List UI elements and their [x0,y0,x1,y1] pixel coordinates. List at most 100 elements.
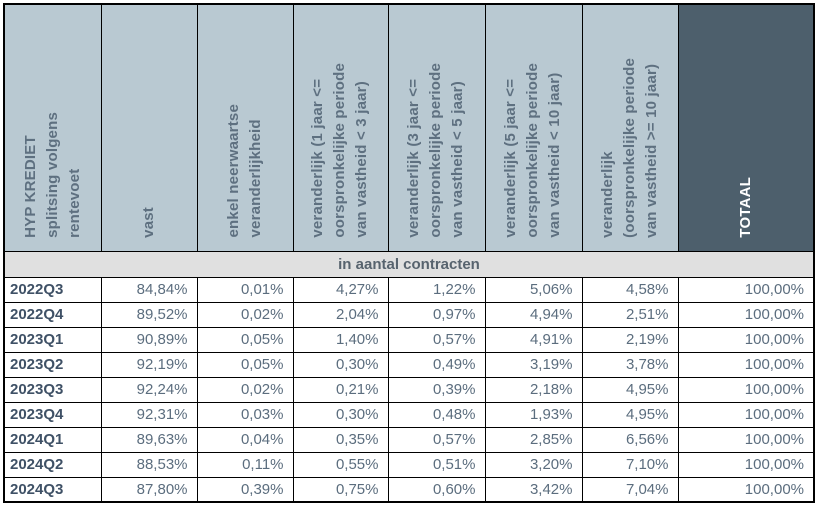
cell-value: 88,53% [100,451,198,478]
header-vast-label: vast [139,206,157,238]
cell-value: 87,80% [100,476,198,503]
cell-value: 4,95% [581,376,679,403]
table-row: 2024Q1 89,63% 0,04% 0,35% 0,57% 2,85% 6,56% 100… [3,426,815,453]
cell-value: 89,52% [100,301,198,328]
header-vast: vast [100,3,198,252]
header-totaal-label: TOTAAL [736,176,754,238]
row-period-label: 2023Q3 [3,376,102,403]
cell-value: 92,24% [100,376,198,403]
cell-value: 0,55% [292,451,389,478]
cell-value: 0,02% [196,301,294,328]
header-veranderlijk-5-10: veranderlijk (5 jaar <= oorspronkelijke … [484,3,583,252]
cell-totaal-value: 100,00% [677,351,815,378]
cell-totaal-value: 100,00% [677,451,815,478]
cell-value: 0,03% [196,401,294,428]
cell-value: 92,19% [100,351,198,378]
cell-value: 0,04% [196,426,294,453]
cell-value: 0,01% [196,276,294,303]
cell-value: 0,11% [196,451,294,478]
cell-value: 7,04% [581,476,679,503]
cell-value: 4,94% [484,301,583,328]
cell-value: 6,56% [581,426,679,453]
header-veranderlijk-1-3: veranderlijk (1 jaar <= oorspronkelijke … [292,3,389,252]
cell-value: 0,57% [387,326,486,353]
cell-value: 0,30% [292,351,389,378]
row-period-label: 2023Q4 [3,401,102,428]
table-title: HYP KREDIET splitsing volgens rentevoet [21,111,83,238]
table-row: 2023Q2 92,19% 0,05% 0,30% 0,49% 3,19% 3,78% 100… [3,351,815,378]
table-row: 2023Q3 92,24% 0,02% 0,21% 0,39% 2,18% 4,95% 100… [3,376,815,403]
cell-value: 7,10% [581,451,679,478]
cell-value: 89,63% [100,426,198,453]
table-row: 2022Q4 89,52% 0,02% 2,04% 0,97% 4,94% 2,51% 100… [3,301,815,328]
header-veranderlijk-1-3-label: veranderlijk (1 jaar <= oorspronkelijke … [309,62,371,238]
table-row: 2022Q3 84,84% 0,01% 4,27% 1,22% 5,06% 4,58% 100… [3,276,815,303]
cell-value: 2,18% [484,376,583,403]
cell-value: 0,35% [292,426,389,453]
row-period-label: 2022Q3 [3,276,102,303]
row-period-label: 2024Q2 [3,451,102,478]
table-row: 2023Q4 92,31% 0,03% 0,30% 0,48% 1,93% 4,95% 100… [3,401,815,428]
cell-value: 0,49% [387,351,486,378]
cell-value: 0,30% [292,401,389,428]
cell-value: 5,06% [484,276,583,303]
row-period-label: 2023Q2 [3,351,102,378]
header-veranderlijk-10plus: veranderlijk (oorspronkelijke periode va… [581,3,679,252]
cell-value: 0,02% [196,376,294,403]
row-period-label: 2024Q1 [3,426,102,453]
hyp-krediet-table: HYP KREDIET splitsing volgens rentevoet … [3,3,815,503]
cell-value: 2,85% [484,426,583,453]
cell-value: 4,91% [484,326,583,353]
table-row: 2024Q3 87,80% 0,39% 0,75% 0,60% 3,42% 7,04% 100… [3,476,815,503]
header-title-cell: HYP KREDIET splitsing volgens rentevoet [3,3,102,252]
cell-value: 2,19% [581,326,679,353]
row-period-label: 2022Q4 [3,301,102,328]
header-veranderlijk-10plus-label: veranderlijk (oorspronkelijke periode va… [598,57,661,238]
unit-band-label: in aantal contracten [3,250,815,278]
cell-value: 0,39% [387,376,486,403]
cell-value: 0,39% [196,476,294,503]
cell-value: 0,05% [196,326,294,353]
cell-value: 4,27% [292,276,389,303]
cell-value: 3,20% [484,451,583,478]
header-row: HYP KREDIET splitsing volgens rentevoet … [3,3,815,252]
header-enkel-neerwaarts: enkel neerwaartse veranderlijkheid [196,3,294,252]
cell-value: 84,84% [100,276,198,303]
cell-value: 3,78% [581,351,679,378]
cell-value: 0,05% [196,351,294,378]
cell-value: 90,89% [100,326,198,353]
cell-value: 0,60% [387,476,486,503]
table-body: in aantal contracten 2022Q3 84,84% 0,01% 4,… [3,250,815,503]
cell-value: 0,48% [387,401,486,428]
cell-value: 1,93% [484,401,583,428]
cell-value: 3,19% [484,351,583,378]
table-row: 2024Q2 88,53% 0,11% 0,55% 0,51% 3,20% 7,10% 100… [3,451,815,478]
cell-totaal-value: 100,00% [677,326,815,353]
header-veranderlijk-5-10-label: veranderlijk (5 jaar <= oorspronkelijke … [502,62,564,238]
cell-totaal-value: 100,00% [677,476,815,503]
header-enkel-neerwaarts-label: enkel neerwaartse veranderlijkheid [224,104,264,238]
table-row: 2023Q1 90,89% 0,05% 1,40% 0,57% 4,91% 2,19% 100… [3,326,815,353]
header-totaal: TOTAAL [677,3,815,252]
cell-value: 0,51% [387,451,486,478]
header-veranderlijk-3-5: veranderlijk (3 jaar <= oorspronkelijke … [387,3,486,252]
cell-value: 1,40% [292,326,389,353]
cell-totaal-value: 100,00% [677,301,815,328]
row-period-label: 2023Q1 [3,326,102,353]
cell-value: 2,04% [292,301,389,328]
cell-value: 3,42% [484,476,583,503]
unit-band-row: in aantal contracten [3,250,815,278]
table-wrapper: HYP KREDIET splitsing volgens rentevoet … [3,3,815,503]
cell-value: 0,57% [387,426,486,453]
cell-value: 4,95% [581,401,679,428]
cell-totaal-value: 100,00% [677,401,815,428]
cell-totaal-value: 100,00% [677,276,815,303]
cell-value: 0,75% [292,476,389,503]
cell-value: 1,22% [387,276,486,303]
cell-value: 2,51% [581,301,679,328]
header-veranderlijk-3-5-label: veranderlijk (3 jaar <= oorspronkelijke … [405,62,467,238]
cell-value: 4,58% [581,276,679,303]
cell-value: 0,21% [292,376,389,403]
cell-totaal-value: 100,00% [677,376,815,403]
